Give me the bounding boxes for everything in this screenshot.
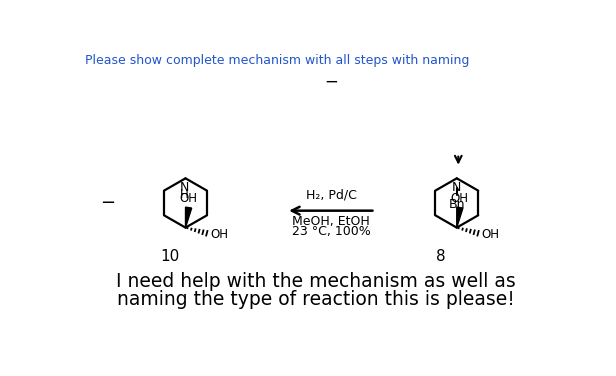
Polygon shape (456, 207, 463, 227)
Polygon shape (185, 207, 192, 227)
Text: OH: OH (210, 228, 229, 241)
Text: OH: OH (482, 228, 500, 241)
Text: Bn: Bn (448, 197, 465, 211)
Text: H: H (180, 188, 188, 201)
Text: −: − (100, 194, 116, 212)
Text: naming the type of reaction this is please!: naming the type of reaction this is plea… (117, 290, 514, 309)
Text: H₂, Pd/C: H₂, Pd/C (306, 188, 357, 202)
Text: MeOH, EtOH: MeOH, EtOH (293, 215, 370, 227)
Text: OH: OH (451, 191, 469, 205)
Text: 10: 10 (160, 249, 180, 264)
Text: Please show complete mechanism with all steps with naming: Please show complete mechanism with all … (85, 55, 469, 67)
Text: N: N (179, 180, 188, 194)
Text: 23 °C, 100%: 23 °C, 100% (292, 224, 371, 238)
Text: 8: 8 (437, 249, 446, 264)
Text: OH: OH (180, 191, 198, 205)
Text: I need help with the mechanism as well as: I need help with the mechanism as well a… (116, 272, 516, 291)
Text: −: − (324, 73, 338, 91)
Text: N: N (452, 180, 461, 194)
